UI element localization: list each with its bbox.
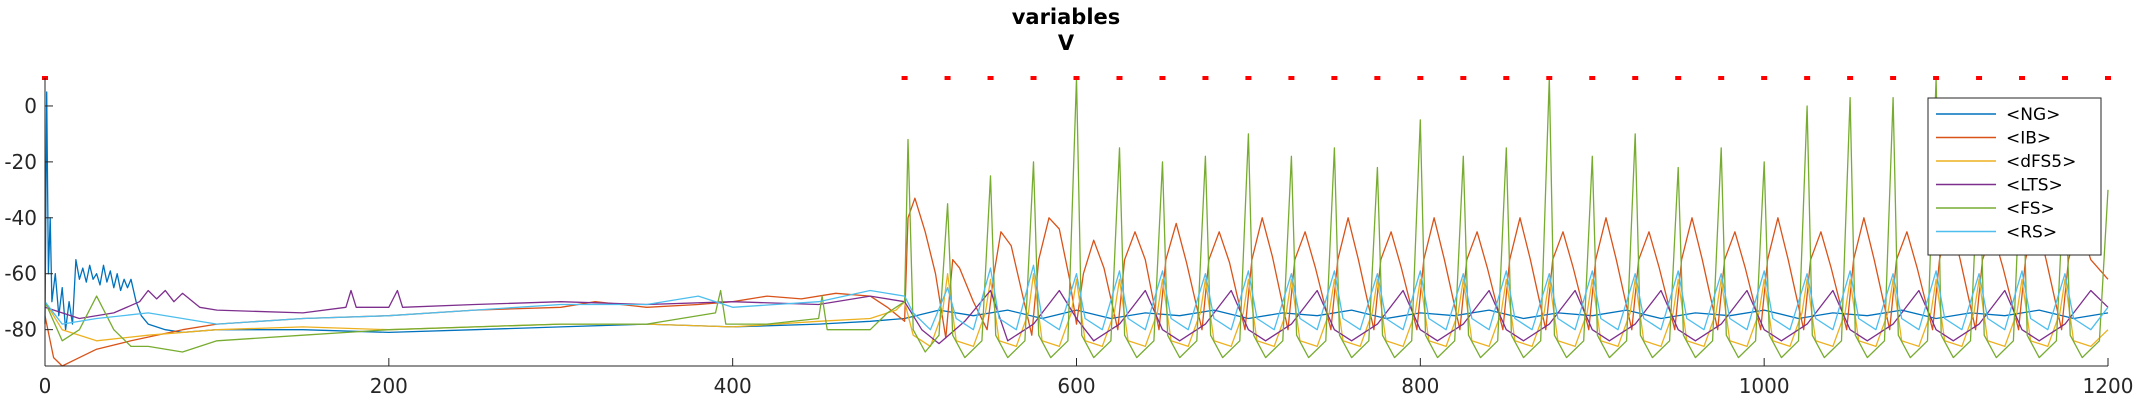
legend-label-1: <IB> [2006,129,2051,149]
axes-layer: 0 200 400 600 800 1000 1200 0 -20 -40 -60 -80 [4,78,2133,398]
stimulus-marker-22 [1804,76,1811,80]
stimulus-marker-14 [1460,76,1467,80]
stimulus-marker-1 [901,76,908,80]
stimulus-marker-2 [944,76,951,80]
stimulus-marker-24 [1890,76,1897,80]
stimulus-marker-21 [1761,76,1768,80]
y-tick-label-1: -20 [4,150,37,174]
y-tick-label-4: -80 [4,318,37,342]
series-line-4 [44,77,2109,359]
stimulus-marker-3 [987,76,994,80]
series-line-3 [44,289,2109,345]
y-tick-label-3: -60 [4,262,37,286]
series-line-0 [44,91,2109,334]
stimulus-marker-16 [1546,76,1553,80]
stimulus-marker-28 [2062,76,2069,80]
legend: <NG> <IB> <dFS5> <LTS> <FS> <RS> [1927,97,2102,256]
chart-subtitle: V [1058,31,1075,55]
stimulus-marker-4 [1030,76,1037,80]
stimulus-marker-10 [1288,76,1295,80]
legend-label-3: <LTS> [2006,176,2063,196]
stimulus-marker-8 [1202,76,1209,80]
stimulus-marker-17 [1589,76,1596,80]
x-tick-label-5: 1000 [1739,374,1790,398]
legend-label-2: <dFS5> [2006,152,2076,172]
series-line-5 [44,264,2109,331]
x-tick-label-0: 0 [39,374,52,398]
stimulus-marker-6 [1116,76,1123,80]
legend-label-4: <FS> [2006,199,2055,219]
legend-label-5: <RS> [2006,223,2057,243]
stimulus-marker-layer [42,76,2111,80]
stimulus-marker-18 [1632,76,1639,80]
stimulus-marker-11 [1331,76,1338,80]
x-tick-label-2: 400 [714,374,752,398]
series-layer [44,77,2109,367]
legend-box [1927,97,2102,256]
stimulus-marker-26 [1976,76,1983,80]
x-tick-label-4: 800 [1401,374,1439,398]
stimulus-marker-15 [1503,76,1510,80]
x-tick-label-3: 600 [1057,374,1095,398]
y-tick-label-2: -40 [4,206,37,230]
series-line-1 [44,197,2109,367]
x-tick-label-6: 1200 [2083,374,2133,398]
stimulus-marker-12 [1374,76,1381,80]
stimulus-marker-25 [1933,76,1940,80]
stimulus-marker-27 [2019,76,2026,80]
stimulus-marker-13 [1417,76,1424,80]
x-tick-label-1: 200 [370,374,408,398]
chart-title: variables [1012,5,1121,29]
stimulus-marker-5 [1073,76,1080,80]
stimulus-marker-9 [1245,76,1252,80]
stimulus-marker-20 [1718,76,1725,80]
stimulus-marker-7 [1159,76,1166,80]
stimulus-marker-29 [2105,76,2111,80]
stimulus-marker-19 [1675,76,1682,80]
legend-label-0: <NG> [2006,105,2060,125]
stimulus-marker-23 [1847,76,1854,80]
y-tick-label-0: 0 [24,94,37,118]
